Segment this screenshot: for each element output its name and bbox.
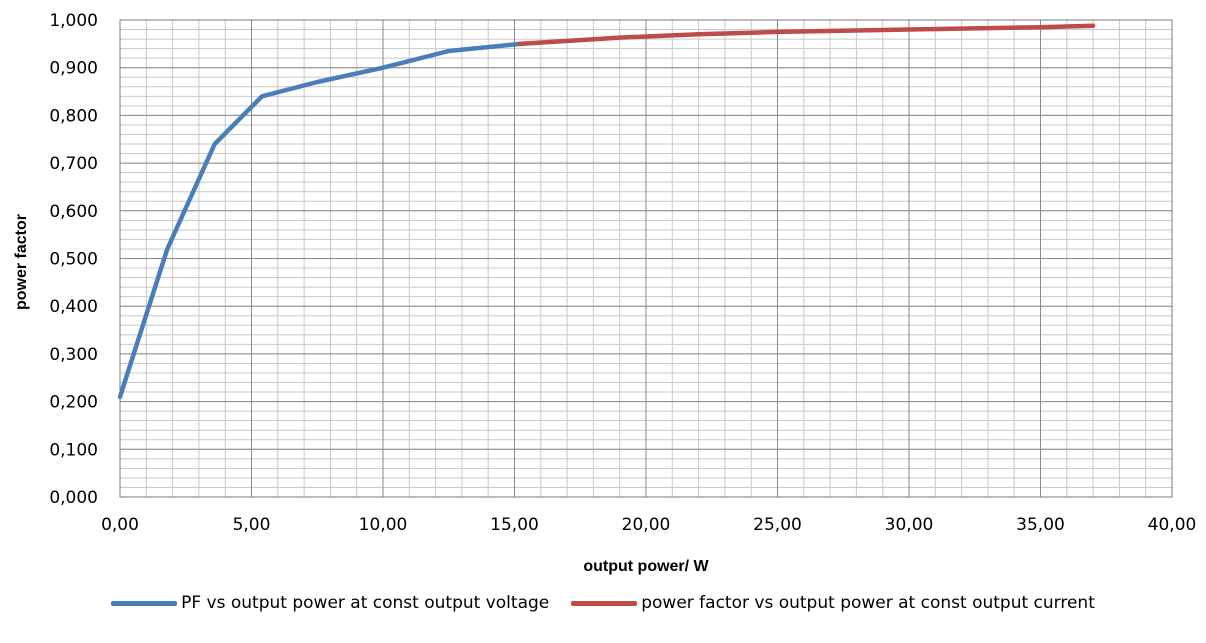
legend-label-series-2: power factor vs output power at const ou…	[641, 593, 1095, 613]
y-tick-label: 0,700	[49, 154, 98, 174]
plot-frame	[119, 19, 1173, 498]
x-axis-title: output power/ W	[583, 558, 709, 575]
legend-label-series-1: PF vs output power at const output volta…	[181, 593, 550, 613]
x-tick-label: 5,00	[233, 515, 271, 535]
y-tick-label: 0,400	[49, 297, 98, 317]
power-factor-chart: 0,000 0,100 0,200 0,300 0,400 0,500 0,600 0,700…	[13, 11, 1196, 575]
x-tick-label: 20,00	[622, 515, 671, 535]
y-tick-label: 0,300	[49, 345, 98, 365]
y-tick-labels: 0,000 0,100 0,200 0,300 0,400 0,500 0,600 0,700…	[49, 11, 98, 508]
x-tick-label: 40,00	[1148, 515, 1197, 535]
x-tick-label: 15,00	[490, 515, 539, 535]
series-line-1	[117, 41, 523, 400]
x-tick-label: 10,00	[359, 515, 408, 535]
series-line-2	[517, 23, 1096, 47]
legend-swatch-series-2	[571, 600, 638, 606]
legend-item-series-2: power factor vs output power at const ou…	[571, 593, 1095, 613]
y-tick-label: 0,000	[49, 488, 98, 508]
x-tick-label: 35,00	[1016, 515, 1065, 535]
x-tick-label: 25,00	[753, 515, 802, 535]
y-tick-label: 0,200	[49, 393, 98, 413]
series-lines	[117, 23, 1096, 400]
y-tick-label: 0,600	[49, 202, 98, 222]
legend-swatch-series-1	[111, 600, 178, 606]
y-tick-label: 0,100	[49, 440, 98, 460]
x-tick-labels: 0,00 5,00 10,00 15,00 20,00 25,00 30,00 35,00 40…	[101, 515, 1196, 535]
chart-legend: PF vs output power at const output volta…	[0, 588, 1206, 618]
legend-item-series-1: PF vs output power at const output volta…	[111, 593, 549, 613]
x-tick-label: 0,00	[101, 515, 139, 535]
y-tick-label: 1,000	[49, 11, 98, 31]
x-tick-label: 30,00	[885, 515, 934, 535]
major-gridlines	[119, 19, 1173, 498]
y-tick-label: 0,800	[49, 106, 98, 126]
y-tick-label: 0,500	[49, 250, 98, 270]
y-tick-label: 0,900	[49, 59, 98, 79]
y-axis-title: power factor	[13, 214, 30, 310]
